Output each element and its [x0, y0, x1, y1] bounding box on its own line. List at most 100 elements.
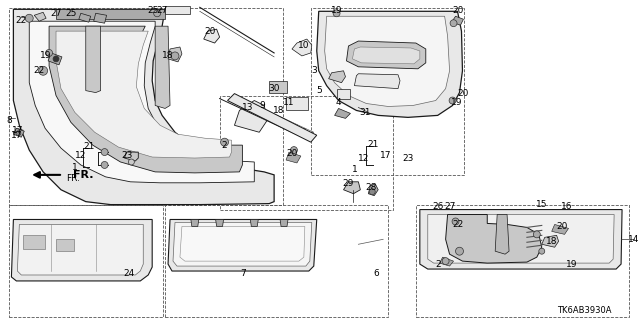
Text: 23: 23: [403, 154, 413, 163]
Polygon shape: [420, 210, 622, 269]
Polygon shape: [155, 26, 170, 108]
Text: 5: 5: [316, 86, 322, 95]
Text: 26: 26: [432, 202, 444, 211]
Circle shape: [291, 147, 298, 154]
Bar: [269, 81, 287, 92]
Text: 22: 22: [452, 220, 463, 229]
Bar: [311, 8, 465, 175]
Polygon shape: [34, 12, 46, 21]
Polygon shape: [335, 108, 351, 118]
Circle shape: [45, 50, 52, 56]
Text: FR.: FR.: [66, 174, 80, 183]
Circle shape: [450, 20, 457, 27]
Circle shape: [16, 131, 21, 136]
Circle shape: [221, 138, 228, 146]
Polygon shape: [234, 100, 267, 132]
Polygon shape: [317, 11, 463, 117]
Text: 20: 20: [556, 222, 567, 231]
Text: 29: 29: [343, 179, 354, 188]
Circle shape: [129, 159, 134, 165]
Text: 6: 6: [373, 268, 379, 277]
Polygon shape: [13, 128, 24, 137]
Bar: [286, 97, 308, 110]
Polygon shape: [445, 214, 542, 263]
Text: 12: 12: [75, 150, 86, 160]
Text: 8: 8: [6, 116, 12, 125]
Text: 11: 11: [284, 98, 295, 107]
Text: 4: 4: [336, 98, 341, 107]
Text: 23: 23: [122, 150, 133, 160]
Text: 2: 2: [435, 260, 440, 268]
Polygon shape: [280, 220, 288, 227]
Polygon shape: [48, 53, 62, 65]
Text: 19: 19: [451, 98, 462, 107]
Text: 19: 19: [331, 6, 342, 15]
Polygon shape: [368, 184, 378, 196]
Circle shape: [369, 189, 375, 195]
Polygon shape: [56, 9, 165, 19]
Circle shape: [533, 231, 540, 238]
Bar: [220, 96, 393, 210]
Text: 14: 14: [628, 235, 639, 244]
Polygon shape: [324, 16, 449, 107]
Circle shape: [452, 218, 459, 225]
Circle shape: [26, 14, 33, 22]
Text: 31: 31: [360, 108, 371, 117]
Polygon shape: [286, 152, 301, 163]
Polygon shape: [204, 29, 220, 43]
Text: 18: 18: [273, 106, 285, 115]
Text: 24: 24: [124, 268, 135, 277]
Circle shape: [171, 52, 179, 60]
Polygon shape: [93, 13, 107, 23]
Text: 21: 21: [83, 142, 95, 151]
Text: 27: 27: [156, 6, 168, 15]
Bar: [337, 89, 351, 99]
Polygon shape: [49, 26, 243, 173]
Polygon shape: [428, 214, 614, 263]
Text: 28: 28: [365, 183, 377, 192]
Polygon shape: [12, 220, 152, 281]
Text: 7: 7: [241, 268, 246, 277]
Polygon shape: [353, 47, 420, 64]
Text: 21: 21: [367, 140, 379, 148]
Text: 17: 17: [12, 126, 23, 135]
Text: 18: 18: [546, 237, 557, 246]
Polygon shape: [346, 41, 426, 69]
Polygon shape: [86, 26, 100, 92]
Text: 16: 16: [561, 202, 572, 211]
Text: 12: 12: [358, 154, 369, 163]
Polygon shape: [250, 220, 259, 227]
Text: 22: 22: [33, 66, 45, 75]
Text: 20: 20: [286, 148, 298, 157]
Text: 27: 27: [51, 9, 61, 18]
Circle shape: [101, 162, 108, 168]
Polygon shape: [216, 220, 223, 227]
Bar: [23, 235, 45, 249]
Polygon shape: [292, 39, 312, 56]
Polygon shape: [180, 227, 305, 261]
Circle shape: [442, 258, 449, 265]
Text: TK6AB3930A: TK6AB3930A: [557, 306, 611, 315]
Text: 30: 30: [268, 84, 280, 93]
Circle shape: [456, 247, 463, 255]
Circle shape: [333, 10, 340, 17]
Text: 13: 13: [242, 103, 253, 112]
Bar: [10, 204, 163, 316]
Text: 19: 19: [566, 260, 577, 268]
Bar: [165, 6, 190, 14]
Polygon shape: [542, 235, 559, 247]
Polygon shape: [173, 222, 312, 266]
Text: 27: 27: [444, 202, 455, 211]
Polygon shape: [29, 21, 254, 183]
Text: 25: 25: [147, 6, 159, 15]
Text: 1: 1: [72, 164, 77, 172]
Text: 2: 2: [221, 140, 227, 150]
Circle shape: [53, 56, 59, 62]
Polygon shape: [168, 220, 317, 271]
Circle shape: [539, 248, 545, 254]
Text: 25: 25: [65, 9, 77, 18]
Polygon shape: [168, 47, 182, 62]
Text: 1: 1: [351, 165, 357, 174]
Bar: [56, 239, 74, 251]
Text: 15: 15: [536, 200, 548, 209]
